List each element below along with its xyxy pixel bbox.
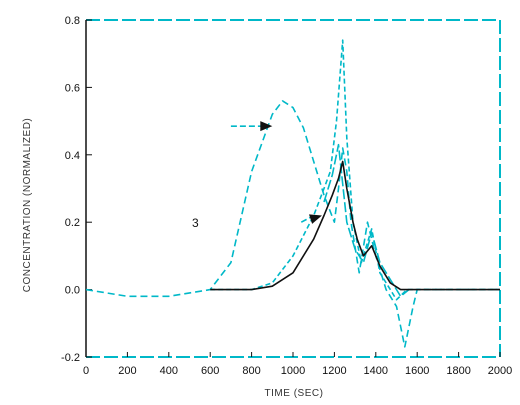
x-tick-label: 400 xyxy=(160,365,178,377)
plot-frame xyxy=(85,19,501,358)
x-tick-label: 1800 xyxy=(446,365,470,377)
x-tick-label: 1600 xyxy=(405,365,429,377)
x-tick-label: 800 xyxy=(242,365,260,377)
series-line-1 xyxy=(85,100,500,348)
annotation-arrows xyxy=(230,121,322,224)
y-tick-label: 0.8 xyxy=(65,15,80,27)
x-axis-label: TIME (SEC) xyxy=(265,388,324,399)
y-tick-label: 0.2 xyxy=(65,217,80,229)
x-tick-label: 1200 xyxy=(322,365,346,377)
annotation-label: 3 xyxy=(192,216,199,230)
arrow-head xyxy=(309,214,322,224)
y-tick-label: 0.6 xyxy=(65,82,80,94)
y-tick-label: 0.4 xyxy=(65,150,80,162)
x-ticks: 0 200 400 600 800 1000 1200 1400 1600 1800 2000 xyxy=(83,352,512,377)
x-tick-label: 1400 xyxy=(364,365,388,377)
y-tick-label: -0.2 xyxy=(61,352,80,364)
arrow-head xyxy=(260,121,273,132)
x-tick-label: 2000 xyxy=(488,365,512,377)
series-line-2 xyxy=(210,39,500,301)
y-tick-label: 0.0 xyxy=(65,285,80,297)
series-line-4 xyxy=(210,160,500,291)
x-tick-label: 0 xyxy=(83,365,89,377)
series-line-3 xyxy=(323,143,410,298)
x-tick-label: 600 xyxy=(201,365,219,377)
x-tick-label: 200 xyxy=(118,365,136,377)
y-axis-label: CONCENTRATION (NORMALIZED) xyxy=(22,118,33,292)
x-tick-label: 1000 xyxy=(281,365,305,377)
y-ticks: 0.8 0.6 0.4 0.2 0.0 -0.2 xyxy=(61,15,92,364)
series-group xyxy=(85,39,500,348)
